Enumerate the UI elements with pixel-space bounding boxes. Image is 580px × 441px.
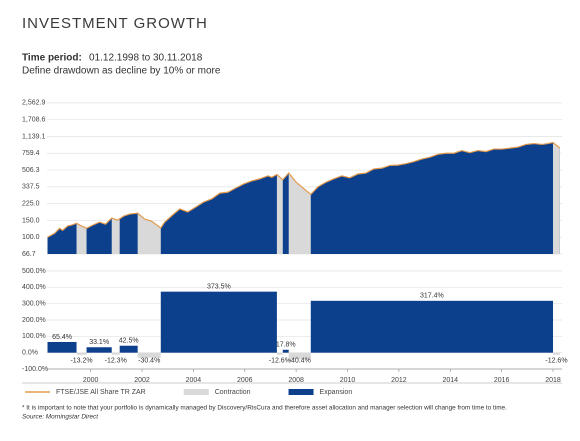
y-tick-label: 400.0% (22, 284, 46, 291)
bar (310, 300, 554, 353)
value-label: -30.4% (138, 358, 160, 365)
legend-swatch (288, 389, 314, 395)
y-tick-label: 0.0% (22, 350, 38, 357)
y-tick-label: 1,708.6 (22, 117, 45, 124)
contraction-shade (111, 142, 120, 254)
footnote: * It is important to note that your port… (22, 405, 507, 412)
value-label: -40.4% (289, 358, 311, 365)
subtitle: Define drawdown as decline by 10% or mor… (22, 66, 221, 77)
y-tick-label: 66.7 (22, 251, 36, 258)
bar (288, 352, 311, 360)
bar (553, 352, 560, 355)
legend-label: Contraction (215, 389, 251, 396)
x-tick-label: 2002 (134, 377, 150, 384)
y-tick-label: 2,562.9 (22, 100, 45, 107)
y-tick-label: 100.0% (22, 333, 46, 340)
value-label: -12.6% (545, 358, 567, 365)
line (47, 141, 561, 238)
period: 01.12.1998 to 30.11.2018 (89, 53, 203, 64)
y-tick-label: 100.0 (22, 234, 40, 241)
y-tick-label: 200.0% (22, 317, 46, 324)
bar (137, 352, 161, 358)
contraction-shade (76, 142, 87, 254)
y-tick-label: 300.0% (22, 301, 46, 308)
x-tick-label: 2012 (391, 377, 407, 384)
x-tick-label: 2010 (340, 377, 356, 384)
bar (282, 349, 289, 353)
x-tick-label: 2000 (83, 377, 99, 384)
y-tick-label: 337.5 (22, 184, 40, 191)
value-label: 17.8% (276, 342, 296, 349)
x-tick-label: 2018 (545, 377, 561, 384)
value-label: 33.1% (89, 339, 109, 346)
y-tick-label: 1,139.1 (22, 133, 45, 140)
x-tick-label: 2006 (237, 377, 253, 384)
y-tick-label: 500.0% (22, 268, 46, 275)
value-label: 317.4% (420, 293, 444, 300)
x-tick-label: 2016 (494, 377, 510, 384)
y-tick-label: 225.0 (22, 200, 40, 207)
bar (47, 341, 77, 353)
x-tick-label: 2008 (288, 377, 304, 384)
bar (86, 347, 112, 353)
page-title: INVESTMENT GROWTH (22, 15, 208, 32)
x-tick-label: 2014 (442, 377, 458, 384)
bar (119, 345, 138, 353)
contraction-shade (553, 142, 560, 254)
legend-label: Expansion (320, 389, 353, 396)
period-label: Time period: (22, 53, 82, 64)
source: Source: Morningstar Direct (22, 414, 98, 421)
contraction-shade (276, 142, 283, 254)
value-label: -12.6% (269, 358, 291, 365)
value-label: 65.4% (52, 334, 72, 341)
legend-swatch (183, 389, 209, 395)
y-tick-label: 506.3 (22, 167, 40, 174)
x-tick-label: 2004 (186, 377, 202, 384)
bar (76, 352, 87, 355)
value-label: 373.5% (207, 284, 231, 291)
value-label: -12.3% (105, 358, 127, 365)
value-label: 42.5% (119, 338, 139, 345)
y-tick-label: 759.4 (22, 150, 40, 157)
y-tick-label: 150.0 (22, 217, 40, 224)
bar (111, 352, 120, 355)
value-label: -13.2% (70, 358, 92, 365)
bar (160, 291, 277, 353)
contraction-shade (137, 142, 161, 254)
legend-label: FTSE/JSE All Share TR ZAR (56, 389, 146, 396)
bar (276, 352, 283, 355)
contraction-shade (288, 142, 311, 254)
y-tick-label: -100.0% (22, 366, 48, 373)
